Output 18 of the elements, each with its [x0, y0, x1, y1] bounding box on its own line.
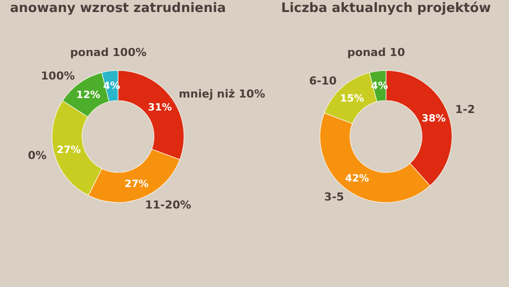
slice-label: 100% [40, 69, 75, 82]
slice-label: 6-10 [309, 74, 337, 88]
slice-label: ponad 10 [347, 46, 406, 60]
data-label: 27% [56, 144, 81, 156]
data-label: 27% [124, 178, 149, 190]
data-label: 42% [345, 174, 370, 185]
chart-title: anowany wzrost zatrudnienia [10, 1, 226, 16]
slice-label: mniej niż 10% [178, 87, 266, 100]
slice-label: 0% [28, 148, 47, 162]
data-label: 12% [76, 90, 100, 102]
data-label: 31% [148, 102, 172, 114]
data-label: 15% [340, 93, 364, 104]
slice-label: 3-5 [324, 190, 344, 204]
slice-label: 1-2 [455, 103, 475, 116]
chart-title: Liczba aktualnych projektów [281, 1, 491, 16]
slice-label: ponad 100% [70, 46, 147, 60]
data-label: 38% [422, 113, 446, 124]
slice-label: 11-20% [144, 198, 192, 212]
